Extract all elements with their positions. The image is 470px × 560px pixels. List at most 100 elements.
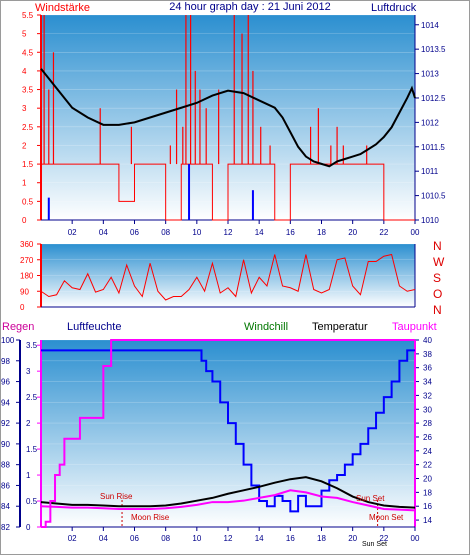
wind-average-line (41, 163, 415, 221)
sun-rise-annotation: Sun Rise (100, 492, 133, 501)
luftdruck-label: Luftdruck (371, 2, 417, 14)
x-tick-label: 10 (192, 534, 201, 543)
direction-letter: O (433, 287, 442, 301)
temperature-tick-label: 20 (423, 475, 432, 484)
rain-tick-label: 3.5 (26, 341, 38, 350)
temperature-tick-label: 16 (423, 502, 432, 511)
temperature-tick-label: 18 (423, 488, 432, 497)
temperature-tick-label: 30 (423, 405, 432, 414)
y-right-tick-label: 1010 (421, 216, 439, 225)
moon-rise-annotation: Moon Rise (131, 513, 170, 522)
rain-line (41, 339, 415, 528)
x-tick-label: 04 (99, 228, 108, 237)
x-tick-label: 00 (411, 534, 420, 543)
y-tick-label: 180 (20, 272, 34, 281)
y-right-tick-label: 1011 (421, 167, 439, 176)
x-tick-label: 22 (379, 228, 388, 237)
x-tick-label: 12 (224, 228, 233, 237)
x-tick-label: 16 (286, 534, 295, 543)
y-right-tick-label: 1012 (421, 118, 439, 127)
humidity-tick-label: 98 (1, 357, 10, 366)
x-tick-label: 22 (379, 534, 388, 543)
humidity-tick-label: 84 (1, 502, 10, 511)
y-right-tick-label: 1011.5 (421, 143, 445, 152)
x-tick-label: 10 (192, 228, 201, 237)
x-tick-label: 20 (348, 228, 357, 237)
humidity-tick-label: 90 (1, 440, 10, 449)
y-left-tick-label: 5 (22, 30, 27, 39)
wind-direction-plot-area (41, 244, 415, 307)
taupunkt-label: Taupunkt (392, 321, 437, 333)
pressure-line (40, 68, 416, 168)
y-right-tick-label: 1010.5 (421, 192, 446, 201)
dewpoint-line (40, 489, 416, 512)
temperature-tick-label: 22 (423, 461, 432, 470)
luftfeuchte-label: Luftfeuchte (67, 321, 121, 333)
x-tick-label: 00 (411, 228, 420, 237)
x-tick-label: 04 (99, 534, 108, 543)
direction-letter: W (433, 255, 445, 269)
y-left-tick-label: 0 (22, 216, 27, 225)
temperature-tick-label: 14 (423, 516, 432, 525)
humidity-tick-label: 82 (1, 523, 10, 532)
temperature-tick-label: 26 (423, 433, 432, 442)
y-left-tick-label: 0.5 (22, 197, 34, 206)
temperature-tick-label: 32 (423, 391, 432, 400)
y-right-tick-label: 1013 (421, 70, 439, 79)
regen-label: Regen (2, 321, 34, 333)
humidity-tick-label: 100 (1, 336, 15, 345)
humidity-line (41, 349, 415, 513)
y-right-tick-label: 1013.5 (421, 45, 446, 54)
temperature-line (40, 476, 416, 509)
temperature-tick-label: 24 (423, 447, 432, 456)
humidity-tick-label: 96 (1, 378, 10, 387)
y-tick-label: 90 (20, 287, 29, 296)
wind-direction-line (40, 253, 416, 301)
rain-tick-label: 1.5 (26, 445, 38, 454)
direction-letter: N (433, 303, 442, 317)
y-tick-label: 0 (20, 303, 25, 312)
direction-letter: N (433, 239, 442, 253)
y-left-tick-label: 2.5 (22, 123, 34, 132)
x-tick-label: 02 (68, 228, 77, 237)
temperature-tick-label: 38 (423, 350, 432, 359)
windstaerke-label: Windstärke (35, 2, 90, 14)
temperature-tick-label: 36 (423, 364, 432, 373)
x-tick-label: 18 (317, 228, 326, 237)
humidity-tick-label: 88 (1, 461, 10, 470)
y-left-tick-label: 3 (22, 104, 27, 113)
x-tick-label: 08 (161, 228, 170, 237)
rain-tick-label: 2 (26, 419, 31, 428)
x-tick-label: 20 (348, 534, 357, 543)
y-left-tick-label: 1.5 (22, 160, 34, 169)
y-right-tick-label: 1012.5 (421, 94, 446, 103)
moon-set-annotation: Moon Set (369, 513, 404, 522)
y-left-tick-label: 1 (22, 179, 27, 188)
rain-tick-label: 3 (26, 367, 31, 376)
rain-tick-label: 1 (26, 471, 31, 480)
x-tick-label: 18 (317, 534, 326, 543)
y-right-tick-label: 1014 (421, 21, 439, 30)
rain-tick-label: 2.5 (26, 393, 38, 402)
y-left-tick-label: 5.5 (22, 11, 34, 20)
x-tick-label: 16 (286, 228, 295, 237)
x-tick-label: 02 (68, 534, 77, 543)
y-tick-label: 270 (20, 256, 34, 265)
y-tick-label: 360 (20, 240, 34, 249)
x-tick-label: 06 (130, 534, 139, 543)
temperature-tick-label: 40 (423, 336, 432, 345)
temperatur-label: Temperatur (312, 321, 368, 333)
x-tick-label: 06 (130, 228, 139, 237)
humidity-tick-label: 94 (1, 398, 10, 407)
y-left-tick-label: 3.5 (22, 86, 34, 95)
direction-letter: S (433, 271, 441, 285)
rain-tick-label: 0.5 (26, 497, 38, 506)
chart-title: 24 hour graph day : 21 Juni 2012 (169, 1, 330, 13)
x-tick-label: 12 (224, 534, 233, 543)
humidity-tick-label: 92 (1, 419, 10, 428)
windchill-label: Windchill (244, 321, 288, 333)
y-left-tick-label: 2 (22, 141, 27, 150)
x-tick-label: 14 (255, 534, 264, 543)
